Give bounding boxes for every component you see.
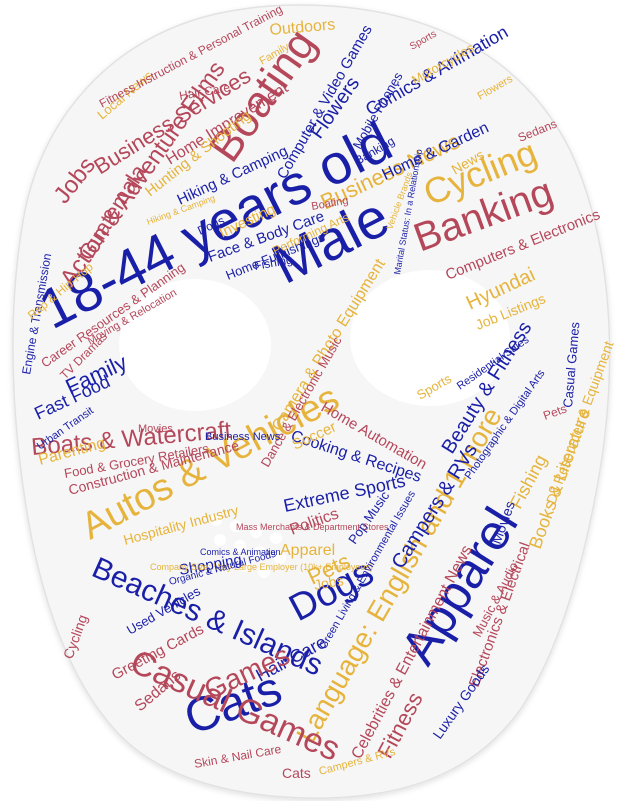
word-fishing: Fishing xyxy=(253,252,294,273)
word-company-size-very-large-employer-10k-employees: Company Size: Very Large Employer (10k+ … xyxy=(150,562,373,572)
breathing-hole xyxy=(270,532,282,544)
word-business-news: Business News xyxy=(205,431,281,443)
breathing-holes xyxy=(210,514,286,578)
breathing-hole xyxy=(254,546,266,558)
breathing-hole xyxy=(234,540,246,552)
breathing-hole xyxy=(230,520,242,532)
word-cats: Cats xyxy=(282,765,311,781)
word-jobs: Jobs xyxy=(313,572,345,593)
breathing-hole xyxy=(238,560,250,572)
breathing-hole xyxy=(274,552,286,564)
mask-shape xyxy=(12,4,611,799)
word-apparel: Apparel xyxy=(280,542,335,559)
breathing-hole xyxy=(214,534,226,546)
word-mass-merchants-department-stores: Mass Merchants & Department Stores xyxy=(236,522,389,532)
word-movies: Movies xyxy=(138,423,173,435)
breathing-hole xyxy=(258,566,270,578)
right-eye-hole xyxy=(350,270,510,406)
word-comics-animation: Comics & Animation xyxy=(200,547,281,557)
breathing-hole xyxy=(250,526,262,538)
mask-holes xyxy=(119,270,510,578)
left-eye-hole xyxy=(119,279,271,411)
word-outdoors: Outdoors xyxy=(269,16,336,39)
mask-outline xyxy=(12,4,611,799)
breathing-hole xyxy=(210,514,222,526)
